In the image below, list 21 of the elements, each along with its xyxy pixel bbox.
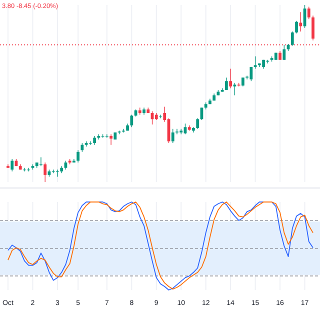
candlestick [10, 158, 14, 172]
candlestick [295, 20, 298, 34]
candlestick [130, 114, 134, 128]
candlestick [76, 150, 80, 163]
candlestick [196, 118, 200, 130]
candlestick [122, 128, 125, 133]
candlestick [299, 12, 302, 32]
candlestick [229, 68, 232, 89]
candlestick [282, 44, 286, 60]
candlestick [233, 82, 236, 96]
candlestick [44, 162, 47, 182]
candlestick [110, 134, 112, 146]
candlestick [171, 128, 174, 144]
candlestick [307, 6, 310, 20]
candlestick [254, 56, 257, 70]
candlestick [176, 128, 178, 135]
candlestick [225, 77, 228, 90]
candlestick [312, 15, 314, 41]
candlestick [250, 66, 253, 82]
candlestick [184, 123, 187, 135]
candlestick [290, 31, 294, 46]
